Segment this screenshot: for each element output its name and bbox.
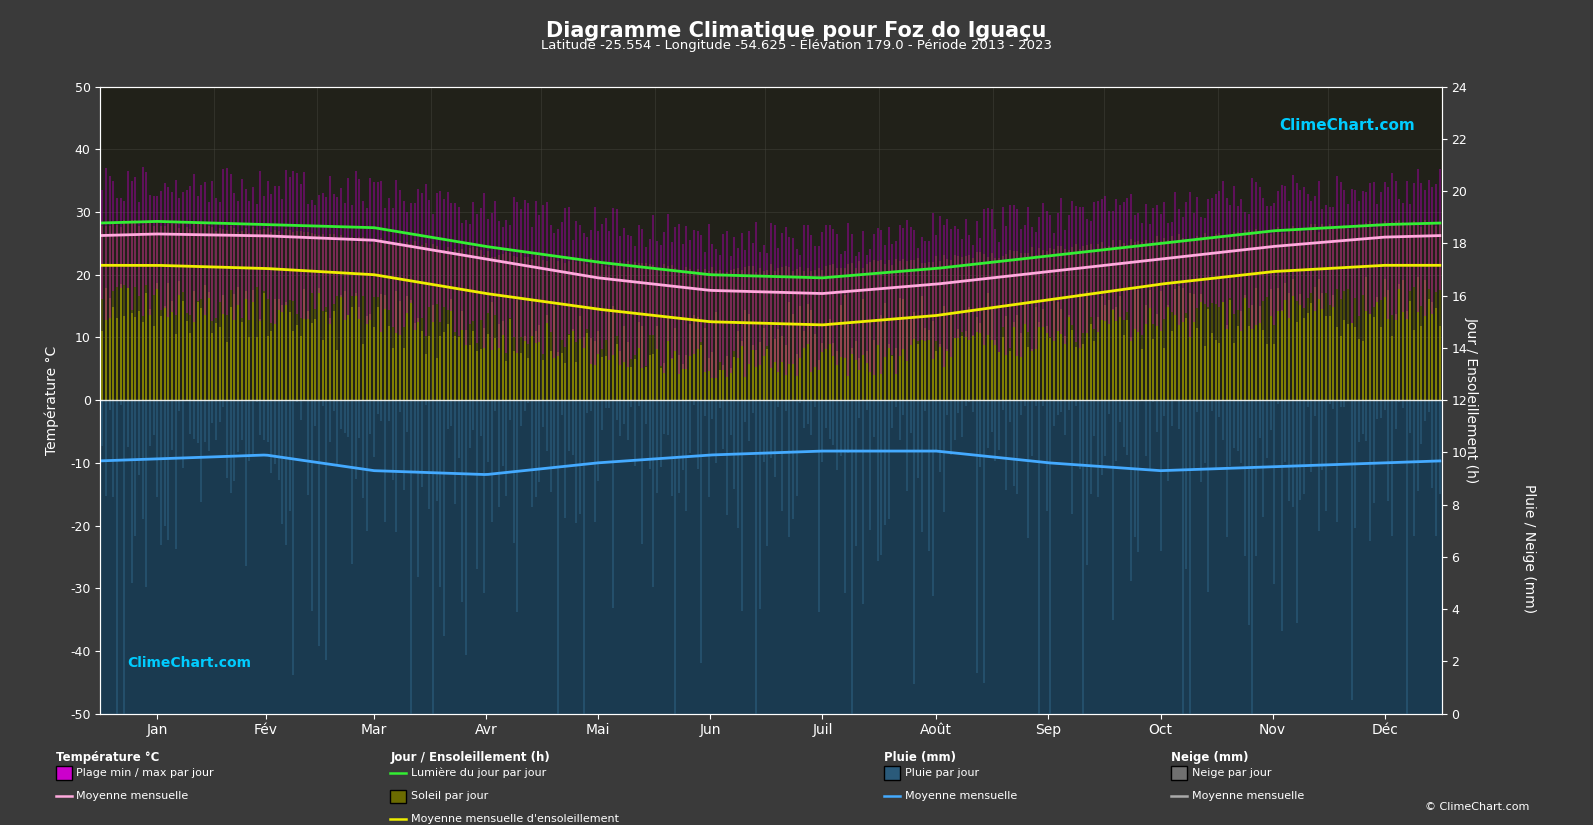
- Text: Lumière du jour par jour: Lumière du jour par jour: [411, 768, 546, 778]
- Text: Neige par jour: Neige par jour: [1192, 768, 1271, 778]
- Text: © ClimeChart.com: © ClimeChart.com: [1424, 802, 1529, 812]
- Text: Latitude -25.554 - Longitude -54.625 - Élévation 179.0 - Période 2013 - 2023: Latitude -25.554 - Longitude -54.625 - É…: [542, 37, 1051, 52]
- Y-axis label: Jour / Ensoleillement (h): Jour / Ensoleillement (h): [1464, 317, 1478, 483]
- Y-axis label: Température °C: Température °C: [45, 346, 59, 455]
- Text: ClimeChart.com: ClimeChart.com: [127, 656, 252, 670]
- Text: Température °C: Température °C: [56, 751, 159, 764]
- Text: Diagramme Climatique pour Foz do Iguaçu: Diagramme Climatique pour Foz do Iguaçu: [546, 21, 1047, 40]
- Text: Moyenne mensuelle: Moyenne mensuelle: [76, 791, 188, 801]
- Text: Moyenne mensuelle d'ensoleillement: Moyenne mensuelle d'ensoleillement: [411, 814, 620, 824]
- Text: Pluie / Neige (mm): Pluie / Neige (mm): [1523, 484, 1536, 613]
- Text: Pluie par jour: Pluie par jour: [905, 768, 980, 778]
- Text: Pluie (mm): Pluie (mm): [884, 751, 956, 764]
- Text: Soleil par jour: Soleil par jour: [411, 791, 487, 801]
- Text: Jour / Ensoleillement (h): Jour / Ensoleillement (h): [390, 751, 550, 764]
- Text: Plage min / max par jour: Plage min / max par jour: [76, 768, 213, 778]
- Text: ClimeChart.com: ClimeChart.com: [1279, 118, 1415, 133]
- Text: Moyenne mensuelle: Moyenne mensuelle: [905, 791, 1016, 801]
- Text: Neige (mm): Neige (mm): [1171, 751, 1249, 764]
- Text: Moyenne mensuelle: Moyenne mensuelle: [1192, 791, 1303, 801]
